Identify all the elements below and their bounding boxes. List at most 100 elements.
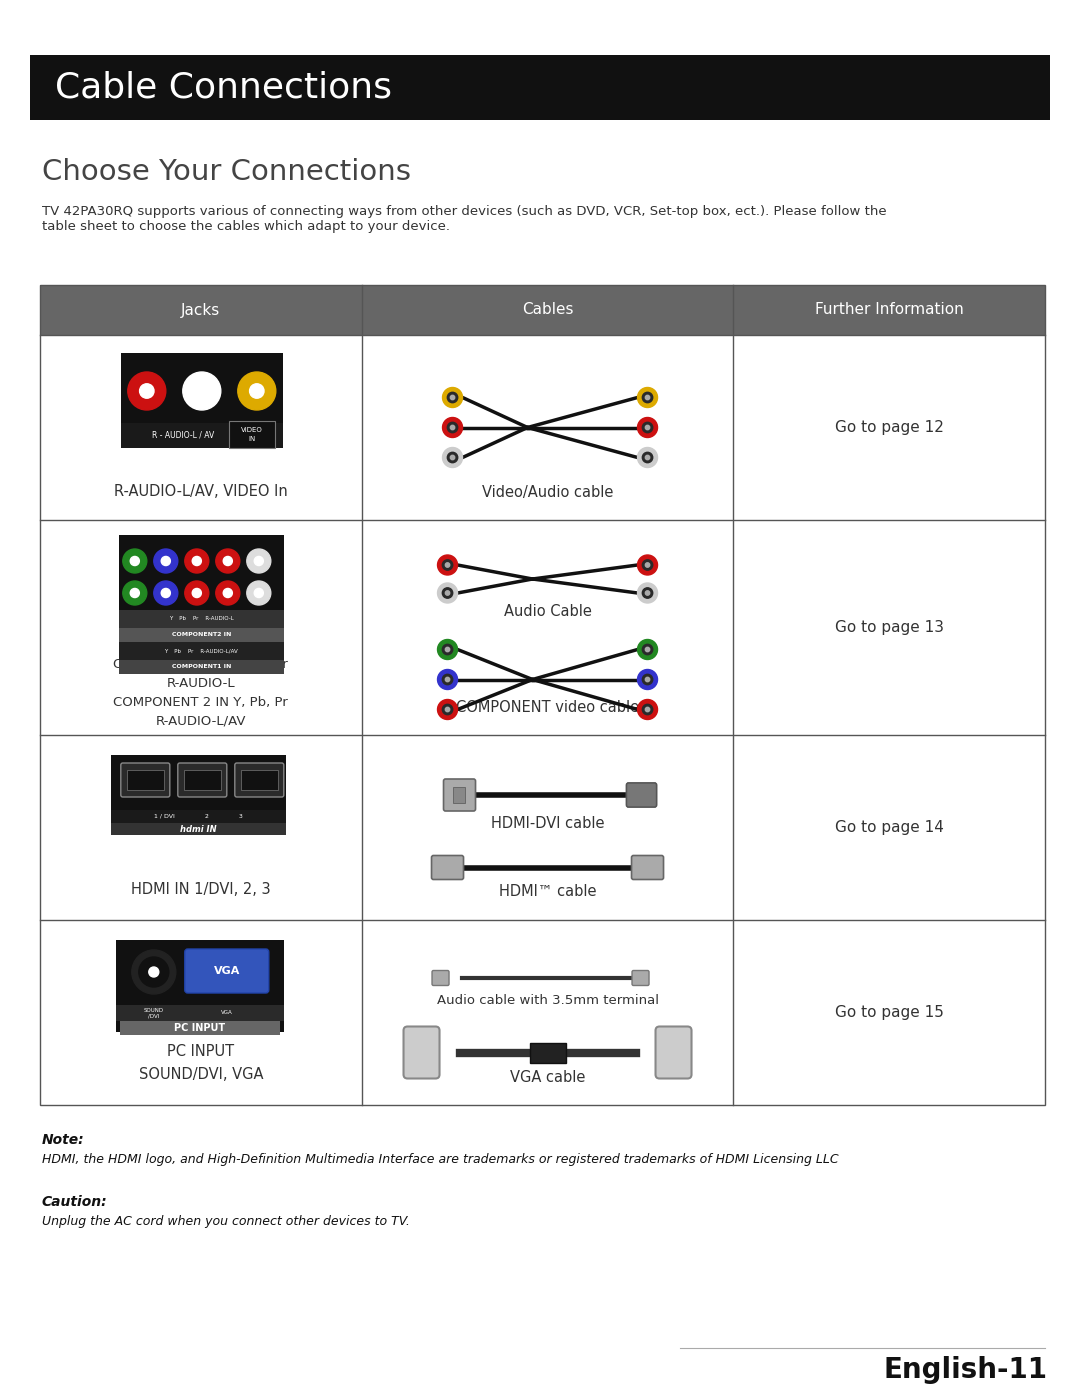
Circle shape [447, 452, 458, 463]
Circle shape [643, 644, 652, 654]
Text: COMPONENT 1 IN Y, Pb, Pr
R-AUDIO-L
COMPONENT 2 IN Y, Pb, Pr
R-AUDIO-L/AV: COMPONENT 1 IN Y, Pb, Pr R-AUDIO-L COMPO… [113, 658, 288, 728]
Circle shape [149, 967, 159, 976]
Circle shape [637, 555, 658, 575]
Circle shape [445, 562, 449, 568]
Bar [121, 423, 283, 448]
Circle shape [132, 950, 176, 995]
Text: HDMI, the HDMI logo, and High-Definition Multimedia Interface are trademarks or : HDMI, the HDMI logo, and High-Definition… [42, 1154, 839, 1166]
Bar [126, 770, 164, 790]
Text: Audio cable with 3.5mm terminal: Audio cable with 3.5mm terminal [436, 993, 659, 1007]
Circle shape [643, 704, 652, 714]
Circle shape [443, 587, 453, 598]
Text: Caution:: Caution: [42, 1196, 108, 1209]
FancyBboxPatch shape [626, 783, 657, 806]
Text: Cables: Cables [522, 303, 573, 318]
Text: IN: IN [248, 437, 256, 442]
Circle shape [443, 388, 462, 407]
Circle shape [216, 550, 240, 573]
Text: TV 42PA30RQ supports various of connecting ways from other devices (such as DVD,: TV 42PA30RQ supports various of connecti… [42, 205, 887, 233]
Text: 1 / DVI               2               3: 1 / DVI 2 3 [153, 813, 243, 819]
Text: VGA: VGA [221, 1010, 232, 1016]
Circle shape [185, 580, 208, 605]
Circle shape [249, 384, 264, 398]
Text: VGA: VGA [214, 965, 240, 976]
Circle shape [445, 678, 449, 682]
Circle shape [450, 395, 455, 400]
Circle shape [443, 674, 453, 685]
FancyBboxPatch shape [632, 855, 663, 879]
Circle shape [637, 670, 658, 689]
Text: Y    Pb    Pr    R-AUDIO-L: Y Pb Pr R-AUDIO-L [168, 617, 233, 622]
Text: Go to page 14: Go to page 14 [835, 820, 944, 836]
Circle shape [637, 639, 658, 660]
Circle shape [247, 550, 271, 573]
Circle shape [637, 699, 658, 720]
Text: R - AUDIO-L / AV: R - AUDIO-L / AV [151, 431, 214, 439]
Text: English-11: English-11 [885, 1356, 1048, 1384]
Text: Go to page 13: Go to page 13 [835, 619, 944, 635]
Circle shape [445, 591, 449, 596]
Circle shape [254, 589, 264, 597]
Bar [241, 770, 278, 790]
Circle shape [123, 550, 147, 573]
Circle shape [183, 372, 220, 410]
FancyBboxPatch shape [185, 949, 269, 993]
Bar [119, 610, 284, 628]
Circle shape [643, 674, 652, 685]
Circle shape [445, 707, 449, 711]
Circle shape [646, 591, 650, 596]
Text: COMPONENT video cable: COMPONENT video cable [456, 699, 639, 714]
Bar [119, 536, 284, 650]
Text: hdmi IN: hdmi IN [180, 824, 217, 833]
Bar [40, 285, 1045, 335]
Circle shape [192, 589, 201, 597]
Circle shape [646, 562, 650, 568]
Bar [40, 285, 1045, 1105]
Circle shape [185, 550, 208, 573]
Circle shape [153, 580, 178, 605]
Circle shape [216, 580, 240, 605]
Circle shape [437, 699, 458, 720]
Circle shape [643, 452, 652, 463]
Bar [119, 628, 284, 642]
FancyBboxPatch shape [632, 971, 649, 985]
Text: Jacks: Jacks [181, 303, 220, 318]
Text: Video/Audio cable: Video/Audio cable [482, 484, 613, 499]
Text: HDMI-DVI cable: HDMI-DVI cable [490, 816, 605, 830]
Text: PC INPUT: PC INPUT [174, 1023, 226, 1034]
Circle shape [637, 583, 658, 603]
Text: VIDEO: VIDEO [241, 427, 262, 432]
Circle shape [139, 384, 154, 398]
Text: Choose Your Connections: Choose Your Connections [42, 158, 411, 186]
Circle shape [637, 448, 658, 467]
Bar [111, 810, 286, 823]
FancyBboxPatch shape [656, 1027, 691, 1078]
Circle shape [646, 455, 650, 460]
Bar [30, 54, 1050, 120]
Text: COMPONENT1 IN: COMPONENT1 IN [172, 664, 231, 670]
Circle shape [247, 580, 271, 605]
Circle shape [127, 372, 166, 410]
Circle shape [192, 557, 201, 565]
Circle shape [637, 388, 658, 407]
Bar [119, 660, 284, 674]
Circle shape [447, 392, 458, 403]
Bar [121, 353, 283, 448]
Circle shape [646, 707, 650, 711]
Text: Audio Cable: Audio Cable [503, 604, 592, 619]
Circle shape [153, 550, 178, 573]
Circle shape [437, 670, 458, 689]
Bar [111, 823, 286, 836]
Text: R-AUDIO-L/AV, VIDEO In: R-AUDIO-L/AV, VIDEO In [113, 484, 287, 499]
Bar [453, 787, 464, 804]
Circle shape [123, 580, 147, 605]
Circle shape [637, 417, 658, 438]
Text: HDMI IN 1/DVI, 2, 3: HDMI IN 1/DVI, 2, 3 [131, 883, 271, 897]
FancyBboxPatch shape [404, 1027, 440, 1078]
Circle shape [254, 557, 264, 565]
Text: Note:: Note: [42, 1133, 84, 1147]
Circle shape [646, 395, 650, 400]
Circle shape [161, 589, 171, 597]
Circle shape [161, 557, 171, 565]
Bar [116, 940, 284, 1032]
